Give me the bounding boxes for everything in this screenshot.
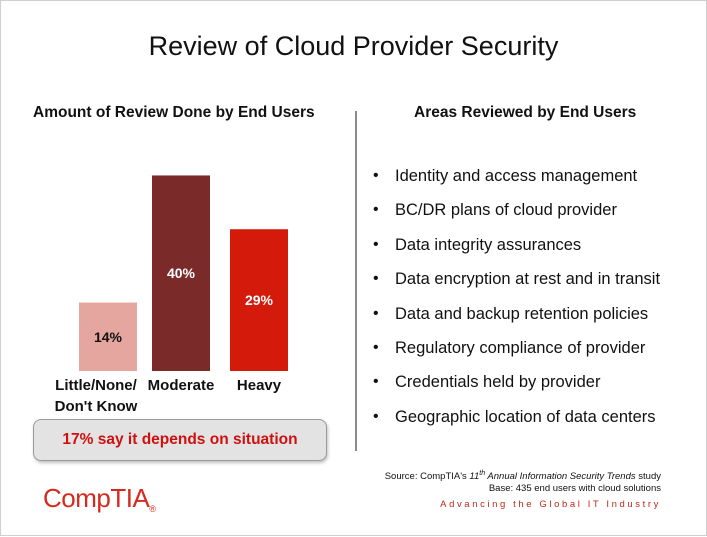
source-line-2: Base: 435 end users with cloud solutions [488,483,661,494]
area-item: • Regulatory compliance of provider [371,336,660,370]
bullet-icon: • [373,304,379,322]
bullet-icon: • [373,270,379,288]
data-label: 29% [245,292,274,308]
area-item-label: Geographic location of data centers [395,407,656,426]
data-label: 40% [167,265,196,281]
bullet-icon: • [373,201,379,219]
bar [152,175,210,371]
area-item-label: BC/DR plans of cloud provider [395,201,617,220]
area-item: • Geographic location of data centers [371,405,660,439]
area-item: • Data integrity assurances [371,233,660,267]
source-line-1: Source: CompTIA's 11th Annual Informatio… [384,469,661,482]
areas-subtitle: Areas Reviewed by End Users [414,104,637,121]
situation-callout: 17% say it depends on situation [33,419,327,461]
area-item-label: Data integrity assurances [395,235,582,254]
comptia-logo: CompTIA® [43,483,156,514]
data-label: 14% [94,329,123,345]
area-item-label: Credentials held by provider [395,373,601,392]
area-item: • BC/DR plans of cloud provider [371,198,660,232]
bullet-icon: • [373,235,379,253]
area-item: • Identity and access management [371,164,660,198]
vertical-divider [355,111,357,451]
bullet-icon: • [373,373,379,391]
area-item: • Data and backup retention policies [371,302,660,336]
bar [79,302,137,371]
area-item-label: Identity and access management [395,167,638,185]
areas-list: • Identity and access management • BC/DR pl… [371,164,660,439]
area-item-label: Data encryption at rest and in transit [395,270,661,289]
category-label: Heavy [237,377,282,394]
bar [230,229,288,371]
category-label: Don't Know [55,398,138,415]
area-item-label: Data and backup retention policies [395,304,649,323]
bullet-icon: • [373,407,379,425]
source-note: Source: CompTIA's 11th Annual Informatio… [384,469,661,495]
chart-subtitle: Amount of Review Done by End Users [33,104,315,121]
category-label: Little/None/ [55,377,137,394]
slide-title: Review of Cloud Provider Security [148,31,559,61]
area-item-label: Regulatory compliance of provider [395,338,646,357]
area-item: • Credentials held by provider [371,370,660,404]
bullet-icon: • [373,338,379,356]
tagline: Advancing the Global IT Industry [440,499,661,510]
bullet-icon: • [373,167,379,184]
area-item: • Data encryption at rest and in transit [371,267,660,301]
category-label: Moderate [148,377,215,394]
